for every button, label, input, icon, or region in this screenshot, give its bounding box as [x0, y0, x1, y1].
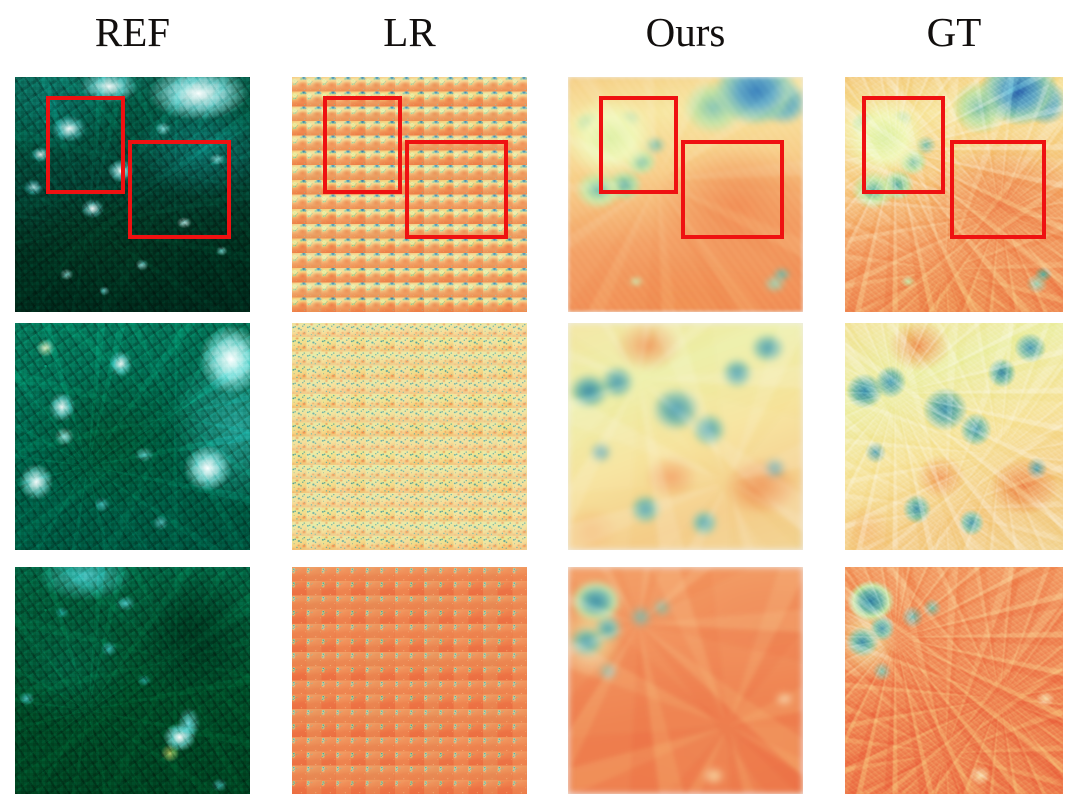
gt-thermal-layer — [845, 567, 1063, 794]
gt-thermal-layer — [845, 323, 1063, 550]
gt-noise-layer — [845, 77, 1063, 312]
ours-grain-layer — [568, 567, 803, 794]
lr-block-grid-layer — [292, 77, 527, 312]
lr-thermal-layer — [292, 323, 527, 550]
ref-pixel-layer — [15, 77, 250, 312]
ref-texture-layer — [15, 77, 250, 312]
ref-pixel-layer — [15, 567, 250, 794]
lr-quantize-layer — [292, 77, 527, 312]
lr-quantize-layer — [292, 323, 527, 550]
panel-row2-gt — [845, 323, 1063, 550]
annotation-box-2 — [949, 140, 1046, 240]
column-header-ours: Ours — [645, 9, 726, 55]
ref-pixel-layer — [15, 323, 250, 550]
annotation-box-1 — [862, 95, 946, 195]
panel-row1-ref — [15, 77, 250, 312]
panel-row3-gt — [845, 567, 1063, 794]
lr-thermal-layer — [292, 77, 527, 312]
ours-thermal-layer — [568, 323, 803, 550]
ref-texture-layer — [15, 567, 250, 794]
panel-row1-lr — [292, 77, 527, 312]
gt-noise-layer — [845, 323, 1063, 550]
annotation-box-1 — [322, 95, 403, 195]
panel-row3-lr — [292, 567, 527, 794]
annotation-box-1 — [598, 95, 679, 195]
column-header-gt: GT — [926, 9, 982, 55]
ours-grain-layer — [568, 323, 803, 550]
panel-row2-lr — [292, 323, 527, 550]
column-header-ref: REF — [94, 9, 171, 55]
annotation-box-2 — [404, 140, 509, 240]
column-header-lr: LR — [383, 9, 436, 55]
annotation-box-2 — [680, 140, 785, 240]
lr-thermal-layer — [292, 567, 527, 794]
ref-texture-layer — [15, 323, 250, 550]
panel-row1-gt — [845, 77, 1063, 312]
annotation-box-1 — [45, 95, 126, 195]
annotation-box-2 — [127, 140, 232, 240]
ours-thermal-layer — [568, 77, 803, 312]
panel-row2-ours — [568, 323, 803, 550]
lr-block-grid-layer — [292, 567, 527, 794]
panel-row2-ref — [15, 323, 250, 550]
panel-row3-ref — [15, 567, 250, 794]
lr-quantize-layer — [292, 567, 527, 794]
ours-thermal-layer — [568, 567, 803, 794]
panel-row1-ours — [568, 77, 803, 312]
panel-row3-ours — [568, 567, 803, 794]
gt-thermal-layer — [845, 77, 1063, 312]
lr-block-grid-layer — [292, 323, 527, 550]
gt-noise-layer — [845, 567, 1063, 794]
ours-grain-layer — [568, 77, 803, 312]
